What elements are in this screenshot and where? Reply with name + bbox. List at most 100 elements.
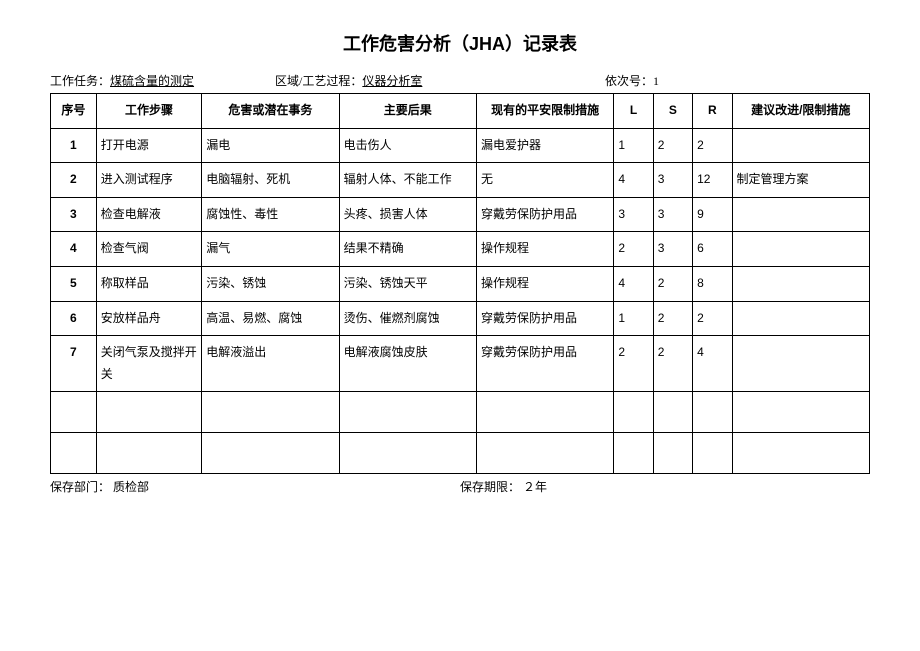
cell-measure: 漏电爱护器 xyxy=(476,128,613,163)
cell-seq: 1 xyxy=(51,128,97,163)
cell-step: 进入测试程序 xyxy=(96,163,201,198)
cell-hazard: 高温、易燃、腐蚀 xyxy=(202,301,339,336)
cell-s: 2 xyxy=(653,128,692,163)
col-hazard: 危害或潜在事务 xyxy=(202,94,339,129)
table-header-row: 序号 工作步骤 危害或潜在事务 主要后果 现有的平安限制措施 L S R 建议改… xyxy=(51,94,870,129)
page-title: 工作危害分析（JHA）记录表 xyxy=(50,30,870,56)
cell-l: 1 xyxy=(614,128,653,163)
cell-measure: 无 xyxy=(476,163,613,198)
header-task: 工作任务： 煤硫含量的测定 xyxy=(50,72,275,89)
document-page: 工作危害分析（JHA）记录表 工作任务： 煤硫含量的测定 区域/工艺过程： 仪器… xyxy=(0,0,920,525)
cell-conseq: 污染、锈蚀天平 xyxy=(339,266,476,301)
cell-measure: 穿戴劳保防护用品 xyxy=(476,336,613,392)
cell-measure: 操作规程 xyxy=(476,232,613,267)
header-area: 区域/工艺过程： 仪器分析室 xyxy=(275,72,605,89)
cell-l: 4 xyxy=(614,266,653,301)
col-s: S xyxy=(653,94,692,129)
cell-hazard: 电解液溢出 xyxy=(202,336,339,392)
cell-hazard: 漏电 xyxy=(202,128,339,163)
cell-l: 3 xyxy=(614,197,653,232)
cell-rec xyxy=(732,266,870,301)
cell-step: 称取样品 xyxy=(96,266,201,301)
table-row: 1打开电源漏电电击伤人漏电爱护器122 xyxy=(51,128,870,163)
header-line: 工作任务： 煤硫含量的测定 区域/工艺过程： 仪器分析室 依次号： 1 xyxy=(50,72,870,89)
cell-conseq: 电解液腐蚀皮肤 xyxy=(339,336,476,392)
cell-measure: 操作规程 xyxy=(476,266,613,301)
cell-r: 8 xyxy=(693,266,732,301)
seq-value: 1 xyxy=(653,74,659,89)
table-row-empty xyxy=(51,433,870,474)
cell-rec xyxy=(732,197,870,232)
footer-period: 保存期限： ２年 xyxy=(460,478,870,495)
cell-hazard: 腐蚀性、毒性 xyxy=(202,197,339,232)
table-row: 3检查电解液腐蚀性、毒性头疼、损害人体穿戴劳保防护用品339 xyxy=(51,197,870,232)
table-row: 5称取样品污染、锈蚀污染、锈蚀天平操作规程428 xyxy=(51,266,870,301)
table-row: 6安放样品舟高温、易燃、腐蚀烫伤、催燃剂腐蚀穿戴劳保防护用品122 xyxy=(51,301,870,336)
cell-conseq: 烫伤、催燃剂腐蚀 xyxy=(339,301,476,336)
cell-l: 1 xyxy=(614,301,653,336)
cell-s: 3 xyxy=(653,232,692,267)
cell-hazard: 污染、锈蚀 xyxy=(202,266,339,301)
dept-label: 保存部门： xyxy=(50,480,110,494)
cell-seq: 6 xyxy=(51,301,97,336)
cell-step: 打开电源 xyxy=(96,128,201,163)
cell-s: 3 xyxy=(653,197,692,232)
col-conseq: 主要后果 xyxy=(339,94,476,129)
cell-r: 12 xyxy=(693,163,732,198)
task-label: 工作任务： xyxy=(50,72,110,89)
footer-line: 保存部门： 质检部 保存期限： ２年 xyxy=(50,478,870,495)
area-label: 区域/工艺过程： xyxy=(275,72,362,89)
cell-measure: 穿戴劳保防护用品 xyxy=(476,301,613,336)
cell-seq: 5 xyxy=(51,266,97,301)
cell-r: 6 xyxy=(693,232,732,267)
cell-rec xyxy=(732,301,870,336)
footer-dept: 保存部门： 质检部 xyxy=(50,478,460,495)
cell-rec: 制定管理方案 xyxy=(732,163,870,198)
cell-measure: 穿戴劳保防护用品 xyxy=(476,197,613,232)
table-row: 7关闭气泵及搅拌开关电解液溢出电解液腐蚀皮肤穿戴劳保防护用品224 xyxy=(51,336,870,392)
col-step: 工作步骤 xyxy=(96,94,201,129)
cell-seq: 7 xyxy=(51,336,97,392)
task-value: 煤硫含量的测定 xyxy=(110,72,194,89)
col-seq: 序号 xyxy=(51,94,97,129)
cell-seq: 4 xyxy=(51,232,97,267)
cell-s: 2 xyxy=(653,336,692,392)
table-row-empty xyxy=(51,392,870,433)
cell-conseq: 头疼、损害人体 xyxy=(339,197,476,232)
cell-hazard: 漏气 xyxy=(202,232,339,267)
cell-rec xyxy=(732,232,870,267)
cell-s: 3 xyxy=(653,163,692,198)
jha-table: 序号 工作步骤 危害或潜在事务 主要后果 现有的平安限制措施 L S R 建议改… xyxy=(50,93,870,474)
col-rec: 建议改进/限制措施 xyxy=(732,94,870,129)
table-row: 4检查气阀漏气结果不精确操作规程236 xyxy=(51,232,870,267)
cell-r: 9 xyxy=(693,197,732,232)
area-value: 仪器分析室 xyxy=(362,72,422,89)
cell-l: 2 xyxy=(614,232,653,267)
cell-r: 2 xyxy=(693,301,732,336)
cell-conseq: 辐射人体、不能工作 xyxy=(339,163,476,198)
cell-s: 2 xyxy=(653,301,692,336)
col-measure: 现有的平安限制措施 xyxy=(476,94,613,129)
cell-step: 检查电解液 xyxy=(96,197,201,232)
col-r: R xyxy=(693,94,732,129)
cell-step: 关闭气泵及搅拌开关 xyxy=(96,336,201,392)
cell-seq: 2 xyxy=(51,163,97,198)
cell-s: 2 xyxy=(653,266,692,301)
table-body: 1打开电源漏电电击伤人漏电爱护器1222进入测试程序电脑辐射、死机辐射人体、不能… xyxy=(51,128,870,474)
cell-l: 2 xyxy=(614,336,653,392)
cell-r: 2 xyxy=(693,128,732,163)
header-seq: 依次号： 1 xyxy=(605,72,870,89)
col-l: L xyxy=(614,94,653,129)
cell-rec xyxy=(732,128,870,163)
cell-hazard: 电脑辐射、死机 xyxy=(202,163,339,198)
seq-label: 依次号： xyxy=(605,72,653,89)
cell-conseq: 结果不精确 xyxy=(339,232,476,267)
cell-rec xyxy=(732,336,870,392)
cell-r: 4 xyxy=(693,336,732,392)
period-value: ２年 xyxy=(523,480,547,494)
table-row: 2进入测试程序电脑辐射、死机辐射人体、不能工作无4312制定管理方案 xyxy=(51,163,870,198)
dept-value: 质检部 xyxy=(113,480,149,494)
period-label: 保存期限： xyxy=(460,480,520,494)
cell-step: 检查气阀 xyxy=(96,232,201,267)
cell-conseq: 电击伤人 xyxy=(339,128,476,163)
